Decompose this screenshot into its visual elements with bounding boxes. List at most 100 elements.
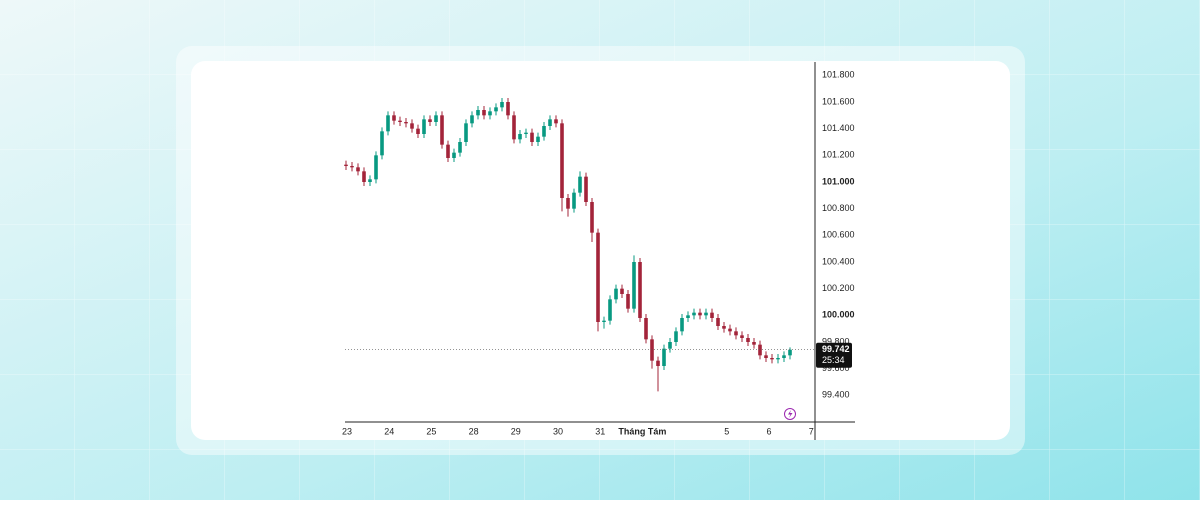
candle-body <box>662 348 666 366</box>
candle-body <box>362 171 366 182</box>
candle-body <box>482 110 486 116</box>
candle-body <box>734 331 738 336</box>
candle-body <box>512 115 516 140</box>
candle-body <box>350 166 354 168</box>
candle-body <box>464 123 468 142</box>
y-tick-label: 101.600 <box>822 96 855 106</box>
candle-body <box>710 312 714 318</box>
candle-body <box>422 119 426 134</box>
candle-body <box>782 355 786 358</box>
y-tick-label: 101.400 <box>822 123 855 133</box>
candle-body <box>740 335 744 338</box>
candle-body <box>680 318 684 332</box>
x-tick-label: 6 <box>766 426 771 436</box>
x-tick-label: 5 <box>724 426 729 436</box>
last-price-label: 99.742 <box>822 344 850 354</box>
candle-body <box>638 262 642 318</box>
y-tick-label: 99.400 <box>822 390 850 400</box>
x-tick-label: 25 <box>426 426 436 436</box>
y-tick-label: 100.200 <box>822 283 855 293</box>
y-tick-label: 100.600 <box>822 230 855 240</box>
candle-body <box>368 179 372 182</box>
candle-body <box>392 115 396 121</box>
candle-body <box>764 355 768 358</box>
candle-body <box>698 312 702 316</box>
candle-body <box>506 102 510 116</box>
candle-body <box>668 342 672 349</box>
candle-body <box>428 119 432 122</box>
candle-body <box>446 144 450 158</box>
candle-body <box>560 123 564 198</box>
candle-body <box>518 134 522 140</box>
x-tick-label: 30 <box>553 426 563 436</box>
x-tick-label: 23 <box>342 426 352 436</box>
candle-body <box>398 120 402 122</box>
candle-body <box>440 115 444 145</box>
x-tick-label: 24 <box>384 426 394 436</box>
x-tick-label: 7 <box>809 426 814 436</box>
y-tick-label: 100.400 <box>822 256 855 266</box>
y-tick-label: 100.000 <box>822 310 855 320</box>
candle-body <box>344 164 348 166</box>
candle-body <box>416 128 420 134</box>
candle-body <box>620 288 624 294</box>
y-tick-label: 99.800 <box>822 336 850 346</box>
candle-body <box>566 198 570 209</box>
candle-body <box>584 176 588 202</box>
x-tick-label: 28 <box>469 426 479 436</box>
candle-body <box>728 328 732 332</box>
candle-body <box>692 312 696 316</box>
candle-body <box>674 331 678 342</box>
candle-body <box>500 102 504 108</box>
countdown: 25:34 <box>822 355 845 365</box>
candle-body <box>404 122 408 124</box>
candle-body <box>434 115 438 122</box>
candle-body <box>770 358 774 360</box>
candle-body <box>788 349 792 356</box>
candle-body <box>602 320 606 322</box>
y-tick-label: 101.000 <box>822 176 855 186</box>
card <box>191 61 1010 440</box>
candle-body <box>626 294 630 309</box>
candle-body <box>656 360 660 366</box>
y-tick-label: 101.800 <box>822 70 855 80</box>
y-tick-label: 101.200 <box>822 150 855 160</box>
candle-body <box>590 202 594 233</box>
lightning-icon[interactable] <box>784 408 796 420</box>
candle-body <box>548 119 552 126</box>
candle-body <box>458 142 462 153</box>
candle-body <box>596 232 600 322</box>
candle-body <box>488 111 492 116</box>
candle-body <box>752 342 756 345</box>
candle-body <box>632 262 636 309</box>
candle-body <box>386 115 390 132</box>
candle-body <box>554 119 558 124</box>
candle-body <box>542 126 546 137</box>
y-tick-label: 100.800 <box>822 203 855 213</box>
candle-body <box>644 318 648 340</box>
candle-body <box>722 326 726 329</box>
candle-body <box>614 288 618 300</box>
candle-body <box>470 115 474 124</box>
x-tick-label: Tháng Tám <box>618 426 666 436</box>
candle-body <box>374 155 378 180</box>
candle-body <box>476 110 480 116</box>
candle-body <box>704 312 708 316</box>
candle-body <box>410 123 414 129</box>
candle-body <box>380 131 384 156</box>
candle-body <box>530 132 534 142</box>
candle-body <box>494 107 498 112</box>
candle-body <box>608 299 612 321</box>
candle-body <box>716 318 720 326</box>
last-price-box <box>816 342 852 368</box>
candle-body <box>578 176 582 193</box>
x-tick-label: 29 <box>511 426 521 436</box>
x-tick-label: 31 <box>595 426 605 436</box>
y-tick-label: 99.600 <box>822 363 850 373</box>
candle-body <box>572 192 576 209</box>
candle-body <box>452 152 456 158</box>
candle-body <box>686 315 690 318</box>
candle-body <box>776 358 780 360</box>
